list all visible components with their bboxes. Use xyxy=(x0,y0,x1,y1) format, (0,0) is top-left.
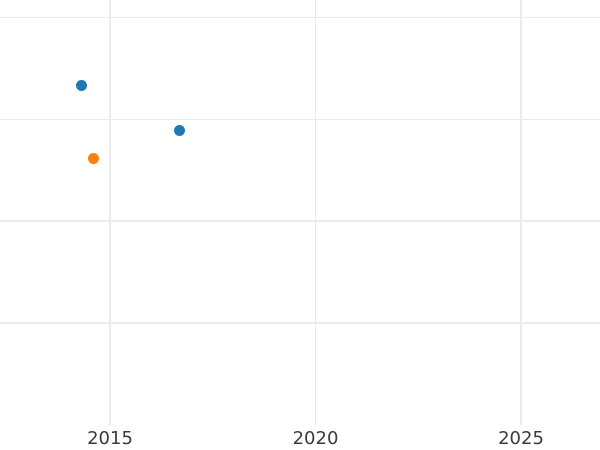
horizontal-gridline xyxy=(0,322,600,324)
x-tick-label: 2015 xyxy=(87,428,133,449)
vertical-gridline xyxy=(314,0,317,425)
data-point-orange-series xyxy=(88,152,100,164)
data-point-blue-series xyxy=(174,125,186,136)
horizontal-gridline xyxy=(0,220,600,222)
data-point-blue-series xyxy=(75,80,87,92)
vertical-gridline xyxy=(109,0,111,425)
x-tick-label: 2020 xyxy=(292,428,339,449)
x-tick-label: 2025 xyxy=(498,428,544,449)
horizontal-gridline xyxy=(0,118,600,121)
vertical-gridline xyxy=(520,0,522,425)
horizontal-gridline xyxy=(0,16,600,19)
plot-area xyxy=(0,0,600,425)
